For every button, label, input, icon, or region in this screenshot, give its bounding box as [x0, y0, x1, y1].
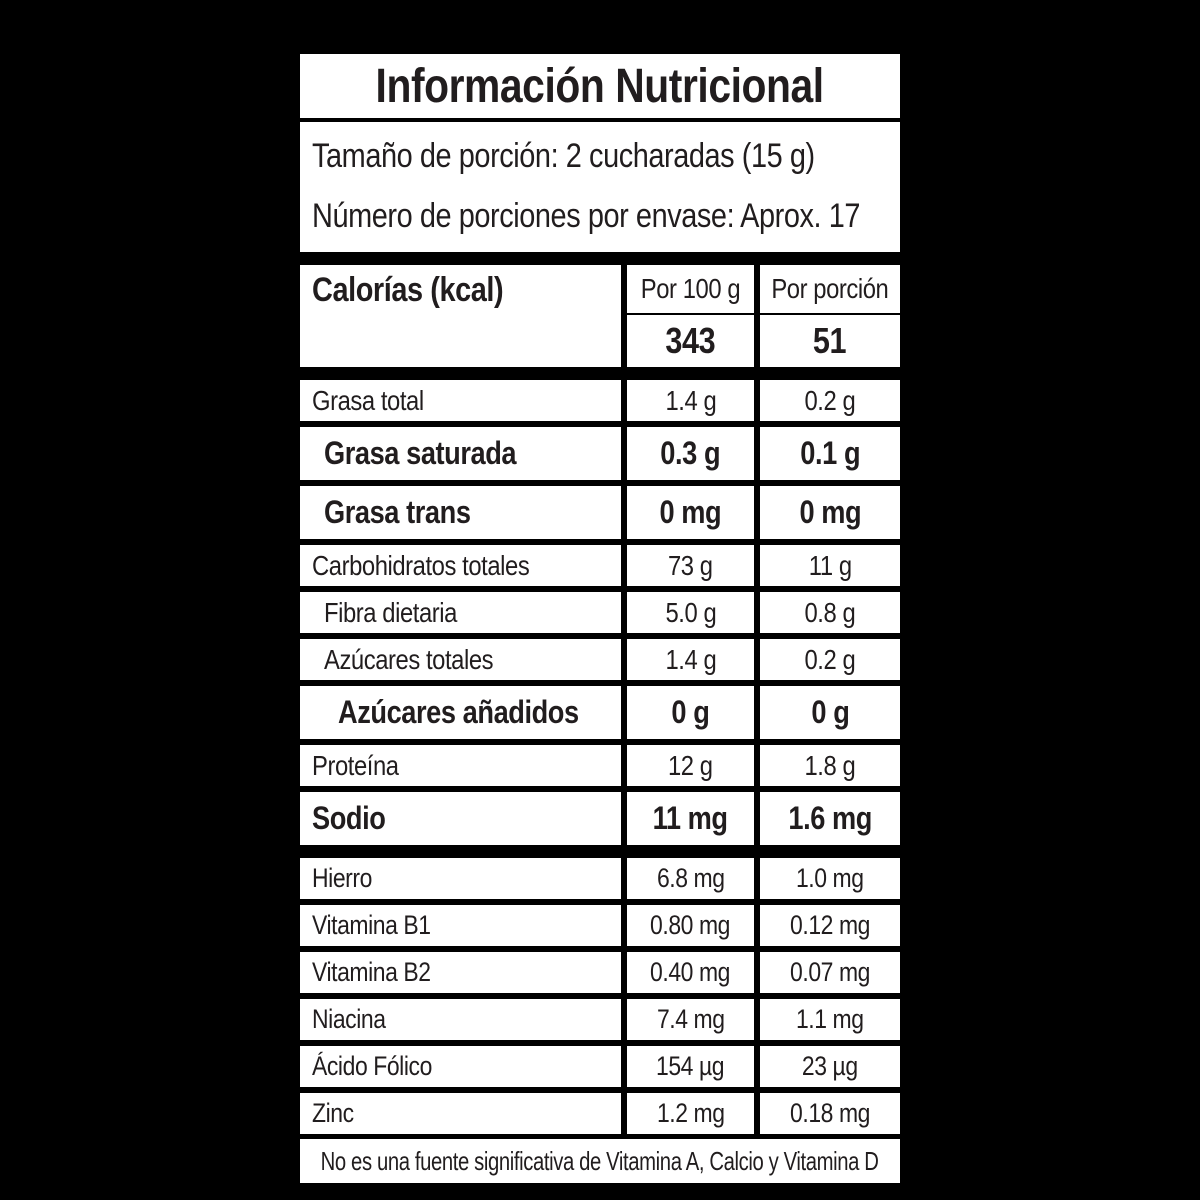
per-portion-value: 0.2 g — [804, 384, 856, 416]
per-100g-value: 11 mg — [653, 800, 728, 836]
nutrient-row-hierro: Hierro 6.8 mg 1.0 mg — [300, 858, 900, 899]
per-100g-value: 1.4 g — [665, 384, 716, 416]
calories-values-area: Por 100 g Por porción 343 51 — [627, 265, 900, 367]
per-100g-value: 5.0 g — [665, 596, 716, 628]
per-portion-value: 1.1 mg — [796, 1004, 864, 1034]
nutrient-label: Hierro — [312, 863, 372, 893]
nutrient-label: Sodio — [312, 800, 386, 836]
nutrient-row-proteina: Proteína 12 g 1.8 g — [300, 745, 900, 786]
nutrient-row-fibra-dietaria: Fibra dietaria 5.0 g 0.8 g — [300, 592, 900, 633]
footnote: No es una fuente significativa de Vitami… — [300, 1139, 900, 1183]
nutrient-label: Azúcares añadidos — [338, 694, 579, 730]
per-portion-value: 0.12 mg — [790, 910, 870, 940]
nutrient-label: Ácido Fólico — [312, 1051, 432, 1081]
per-portion-value: 1.0 mg — [796, 863, 864, 893]
nutrient-row-vitamina-b2: Vitamina B2 0.40 mg 0.07 mg — [300, 952, 900, 993]
nutrient-row-zinc: Zinc 1.2 mg 0.18 mg — [300, 1093, 900, 1134]
nutrient-label: Proteína — [312, 749, 399, 781]
per-portion-value: 0.07 mg — [790, 957, 870, 987]
nutrient-label: Vitamina B1 — [312, 910, 431, 940]
page-title-text: Información Nutricional — [375, 59, 825, 113]
per-100g-value: 154 µg — [656, 1051, 725, 1081]
per-portion-value: 11 g — [808, 549, 852, 581]
calories-title-cell: Calorías (kcal) — [300, 265, 621, 367]
nutrient-row-grasa-trans: Grasa trans 0 mg 0 mg — [300, 486, 900, 539]
per-portion-value: 0 mg — [799, 494, 861, 530]
nutrient-label: Vitamina B2 — [312, 957, 431, 987]
per-100g-value: 0 mg — [659, 494, 722, 530]
per-100g-value: 0.40 mg — [650, 957, 731, 987]
nutrient-label: Fibra dietaria — [324, 596, 457, 628]
per-portion-value: 0.1 g — [800, 435, 860, 471]
nutrition-label: Información Nutricional Tamaño de porció… — [292, 46, 908, 1191]
per-100g-value: 12 g — [668, 749, 713, 781]
calories-per-100g-value: 343 — [627, 315, 754, 367]
nutrient-row-azucares-anadidos: Azúcares añadidos 0 g 0 g — [300, 686, 900, 739]
per-100g-value: 6.8 mg — [656, 863, 725, 893]
col-header-per-100g: Por 100 g — [627, 265, 754, 313]
title-divider — [300, 118, 900, 122]
per-portion-value: 23 µg — [802, 1051, 858, 1081]
serving-info: Tamaño de porción: 2 cucharadas (15 g) N… — [300, 122, 900, 252]
per-portion-value: 1.8 g — [804, 749, 856, 781]
nutrient-row-grasa-saturada: Grasa saturada 0.3 g 0.1 g — [300, 427, 900, 480]
per-100g-value: 1.4 g — [665, 643, 716, 675]
calories-header-row: Por 100 g Por porción — [627, 265, 900, 313]
section-gap — [300, 252, 900, 265]
nutrient-row-carbohidratos-totales: Carbohidratos totales 73 g 11 g — [300, 545, 900, 586]
calories-per-portion-value: 51 — [760, 315, 900, 367]
serving-size-line: Tamaño de porción: 2 cucharadas (15 g) — [312, 137, 815, 175]
nutrient-row-grasa-total: Grasa total 1.4 g 0.2 g — [300, 380, 900, 421]
per-portion-value: 0.18 mg — [790, 1098, 870, 1128]
nutrient-row-vitamina-b1: Vitamina B1 0.80 mg 0.12 mg — [300, 905, 900, 946]
per-100g-value: 0.3 g — [660, 435, 721, 471]
per-100g-value: 0 g — [671, 694, 710, 730]
nutrient-row-azucares-totales: Azúcares totales 1.4 g 0.2 g — [300, 639, 900, 680]
per-portion-value: 0 g — [811, 694, 850, 730]
nutrient-label: Niacina — [312, 1004, 386, 1034]
nutrient-row-niacina: Niacina 7.4 mg 1.1 mg — [300, 999, 900, 1040]
section-gap — [300, 845, 900, 858]
calories-value-row: 343 51 — [627, 315, 900, 367]
nutrient-row-acido-folico: Ácido Fólico 154 µg 23 µg — [300, 1046, 900, 1087]
nutrient-row-sodio: Sodio 11 mg 1.6 mg — [300, 792, 900, 845]
per-100g-value: 0.80 mg — [650, 910, 731, 940]
per-portion-value: 0.2 g — [804, 643, 856, 675]
per-100g-value: 1.2 mg — [656, 1098, 725, 1128]
calories-block: Calorías (kcal) Por 100 g Por porción 34… — [300, 265, 900, 367]
page-title: Información Nutricional — [300, 54, 900, 118]
nutrient-label: Carbohidratos totales — [312, 549, 530, 581]
nutrient-label: Zinc — [312, 1098, 354, 1128]
nutrient-label: Grasa saturada — [324, 435, 517, 471]
label-header-section: Información Nutricional Tamaño de porció… — [300, 54, 900, 252]
footnote-text: No es una fuente significativa de Vitami… — [321, 1145, 879, 1176]
servings-per-container-line: Número de porciones por envase: Aprox. 1… — [312, 197, 861, 235]
calories-divider — [627, 313, 900, 315]
per-portion-value: 1.6 mg — [788, 800, 872, 836]
per-100g-value: 7.4 mg — [656, 1004, 725, 1034]
section-gap — [300, 367, 900, 380]
col-header-per-portion: Por porción — [760, 265, 900, 313]
nutrient-label: Grasa total — [312, 384, 424, 416]
per-portion-value: 0.8 g — [804, 596, 856, 628]
nutrient-label: Grasa trans — [324, 494, 471, 530]
nutrient-label: Azúcares totales — [324, 643, 494, 675]
per-100g-value: 73 g — [668, 549, 713, 581]
